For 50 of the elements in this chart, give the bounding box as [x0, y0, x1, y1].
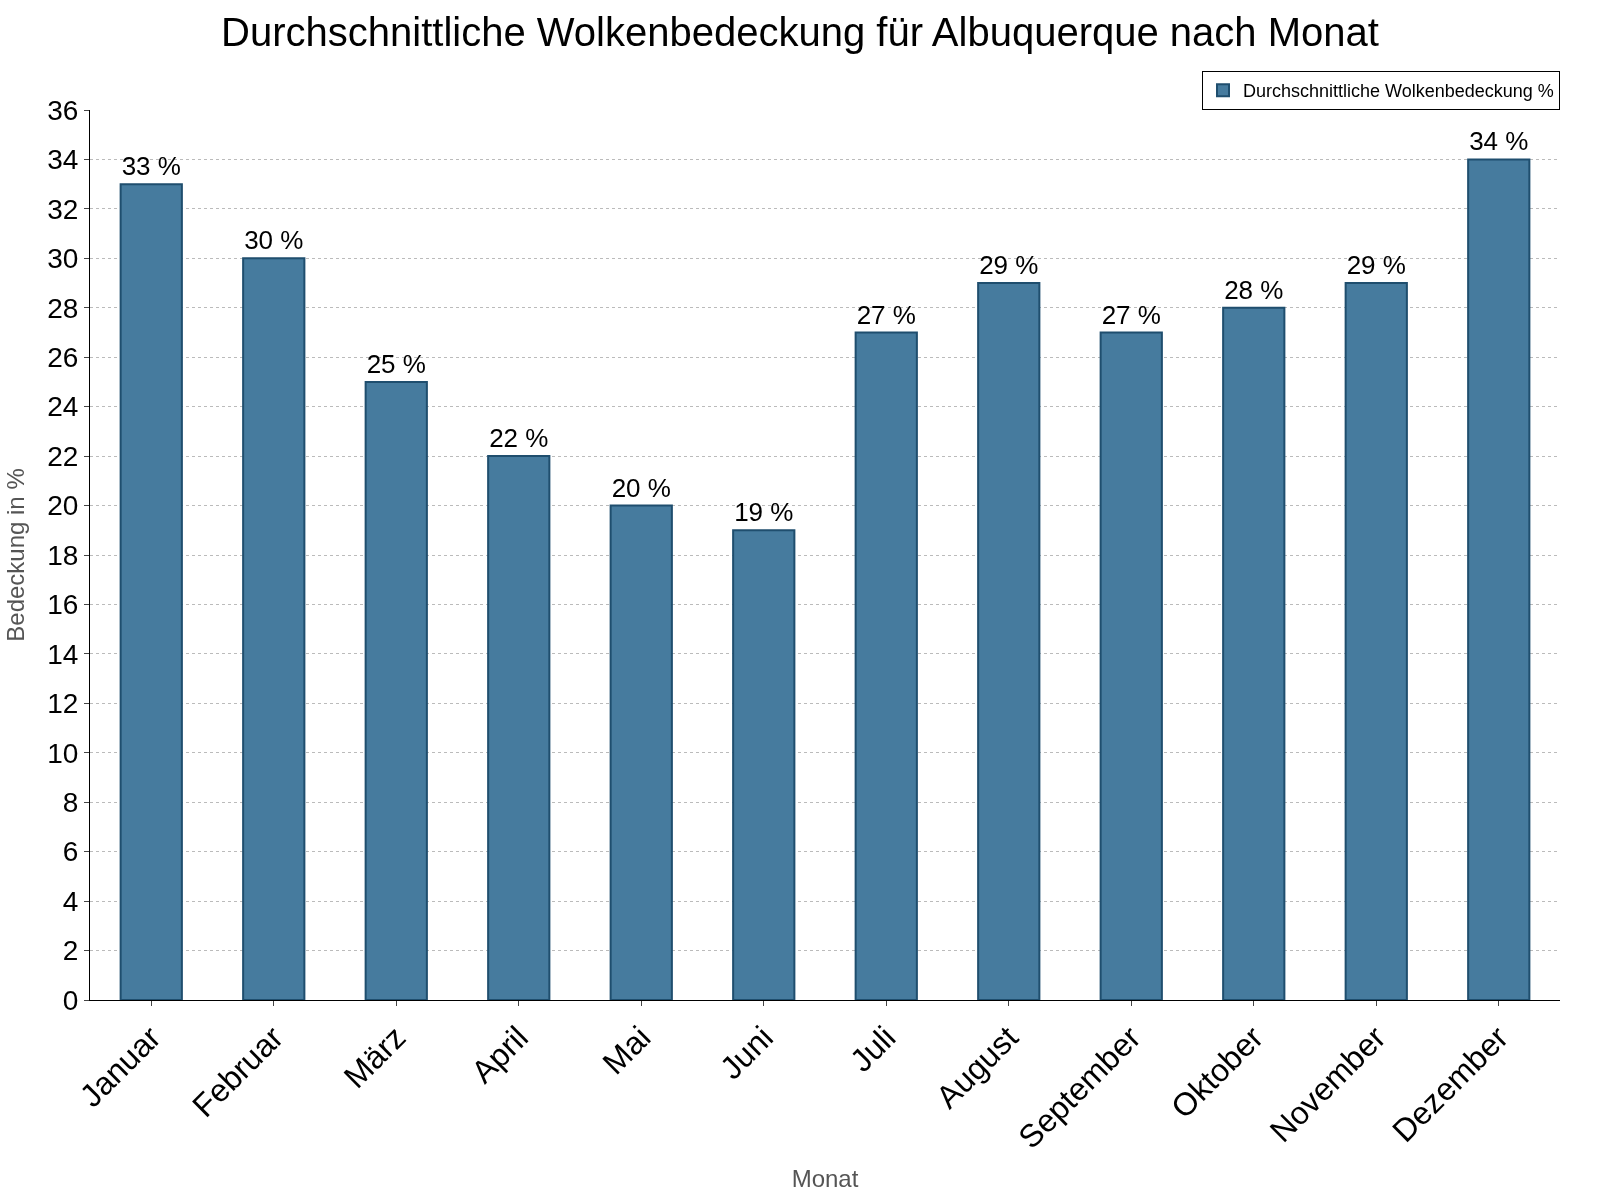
chart-title: Durchschnittliche Wolkenbedeckung für Albuquerque nach Monat: [221, 10, 1379, 54]
bar: [1099, 331, 1163, 1000]
y-tick-label: 12: [47, 688, 79, 720]
data-label: 27 %: [1101, 299, 1161, 330]
legend-label: Durchschnittliche Wolkenbedeckung %: [1243, 81, 1554, 102]
y-tick-label: 36: [47, 94, 79, 126]
bar: [364, 380, 428, 1000]
bar: [977, 282, 1041, 1000]
bar: [854, 331, 918, 1000]
data-label: 33 %: [121, 151, 181, 182]
bar: [487, 455, 551, 1000]
x-tick-label: Juli: [843, 1019, 903, 1079]
data-label: 22 %: [489, 423, 549, 454]
data-label: 19 %: [734, 497, 794, 528]
bar: [1344, 282, 1408, 1000]
x-tick-label: Mai: [595, 1019, 658, 1082]
y-tick-label: 6: [62, 836, 79, 868]
y-tick-label: 10: [47, 737, 79, 769]
bar: [732, 529, 796, 1000]
y-tick-label: 22: [47, 440, 79, 472]
data-label: 20 %: [611, 472, 671, 503]
x-axis-title: Monat: [791, 1164, 859, 1192]
y-tick-label: 28: [47, 292, 79, 324]
data-label: 29 %: [979, 250, 1039, 281]
y-tick-label: 8: [62, 787, 79, 819]
bar: [242, 257, 306, 1000]
bar: [119, 183, 183, 1000]
y-tick-label: 16: [47, 589, 79, 621]
y-tick-label: 26: [47, 342, 79, 374]
data-label: 28 %: [1224, 274, 1284, 305]
bar: [609, 504, 673, 1000]
data-label: 29 %: [1346, 250, 1406, 281]
bar: [1222, 306, 1286, 1000]
y-tick-label: 14: [47, 638, 79, 670]
y-tick-label: 20: [47, 490, 79, 522]
data-label: 34 %: [1469, 126, 1529, 157]
y-tick-label: 32: [47, 193, 79, 225]
y-tick-label: 24: [47, 391, 79, 423]
data-label: 30 %: [244, 225, 304, 256]
y-tick-label: 4: [62, 885, 79, 917]
y-tick-label: 18: [47, 539, 79, 571]
bar: [1467, 158, 1531, 1000]
y-tick-label: 2: [62, 935, 79, 967]
y-axis-title: Bedeckung in %: [2, 468, 30, 642]
x-tick-label: Juni: [713, 1019, 781, 1087]
y-tick-label: 0: [62, 984, 79, 1016]
data-label: 25 %: [366, 348, 426, 379]
data-label: 27 %: [856, 299, 916, 330]
y-tick-label: 34: [47, 144, 79, 176]
y-tick-label: 30: [47, 243, 79, 275]
